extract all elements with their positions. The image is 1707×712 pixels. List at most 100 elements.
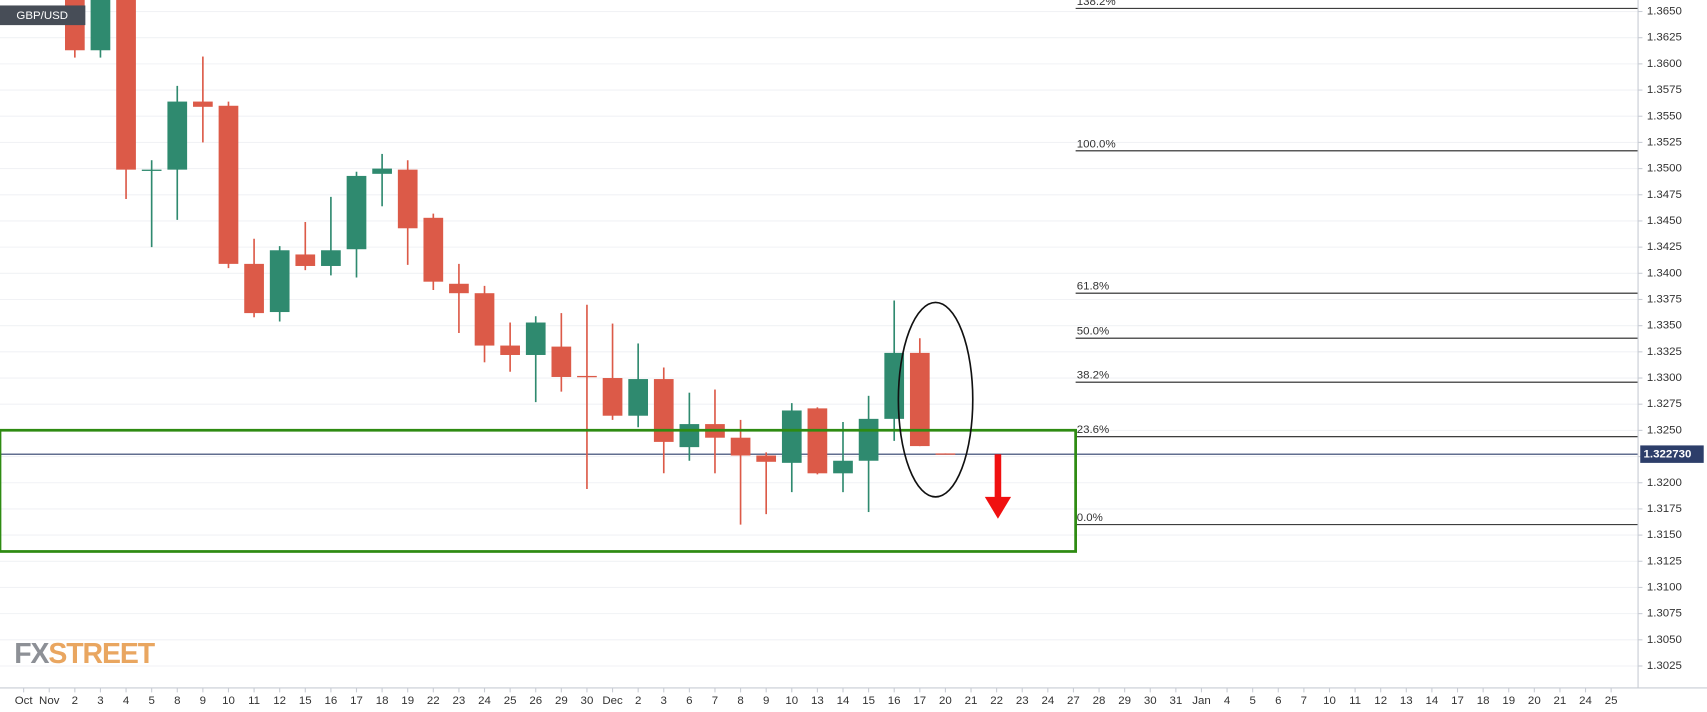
y-tick-label: 1.3450 [1647,215,1682,227]
support-zone [0,428,1077,553]
x-tick-label: 5 [1249,695,1255,707]
y-tick-label: 1.3625 [1647,32,1682,44]
candle-body [679,424,700,448]
y-tick-label: 1.3525 [1647,136,1682,148]
x-tick-label: 27 [1067,695,1080,707]
x-tick-label: 30 [1144,695,1157,707]
x-tick-label: Nov [39,695,60,707]
candle-body [833,460,853,474]
x-tick-label: Jan [1192,695,1211,707]
x-tick-label: 12 [273,695,286,707]
candle-body [372,168,392,174]
x-tick-label: 14 [1426,695,1439,707]
fib-label: 0.0% [1077,512,1103,524]
x-tick-label: 16 [888,695,901,707]
y-tick-label: 1.3600 [1647,58,1682,70]
candle-body [628,379,649,416]
y-tick-label: 1.3325 [1647,346,1682,358]
candle-body [218,105,239,264]
x-tick-label: 29 [1118,695,1131,707]
fib-label: 138.2% [1077,0,1116,8]
x-tick-label: 7 [712,695,718,707]
x-tick-label: 16 [325,695,338,707]
y-tick-label: 1.3125 [1647,555,1682,567]
x-tick-label: 10 [785,695,798,707]
x-tick-label: 2 [635,695,641,707]
x-tick-label: 26 [529,695,542,707]
y-tick-label: 1.3300 [1647,372,1682,384]
x-tick-label: Dec [602,695,623,707]
x-tick-label: 30 [581,695,594,707]
x-tick-label: 8 [737,695,743,707]
candle-body [935,453,956,455]
y-tick-label: 1.3375 [1647,294,1682,306]
candle-body [781,410,802,463]
x-tick-label: 12 [1374,695,1387,707]
x-tick-label: 7 [1301,695,1307,707]
x-tick-label: 4 [123,695,130,707]
x-tick-label: 20 [939,695,952,707]
x-tick-label: 15 [862,695,875,707]
y-tick-label: 1.3400 [1647,267,1682,279]
x-tick-label: 19 [401,695,414,707]
x-tick-label: 24 [478,695,491,707]
fib-label: 23.6% [1077,424,1110,436]
y-tick-label: 1.3050 [1647,634,1682,646]
x-tick-label: Oct [15,695,34,707]
x-tick-label: 3 [661,695,667,707]
x-tick-label: 17 [1451,695,1464,707]
last-price-label: 1.322730 [1644,449,1692,461]
candle-body [551,346,572,377]
x-tick-label: 25 [504,695,517,707]
candle-body [730,437,751,456]
last-price-box [1640,445,1704,463]
x-tick-label: 21 [965,695,978,707]
candle-body [858,418,879,461]
candle-body [909,352,930,447]
x-tick-label: 13 [811,695,824,707]
candle-body [756,455,777,462]
x-tick-label: 11 [1349,695,1361,707]
y-tick-label: 1.3500 [1647,163,1682,175]
x-tick-label: 29 [555,695,568,707]
y-tick-label: 1.3200 [1647,477,1682,489]
y-tick-label: 1.3250 [1647,424,1682,436]
candle-body [602,378,623,416]
x-tick-label: 24 [1579,695,1592,707]
candle-body [244,263,264,314]
y-tick-label: 1.3100 [1647,581,1682,593]
candle-body [474,293,495,346]
x-tick-label: 23 [1016,695,1029,707]
candle-body [346,175,367,250]
fib-label: 38.2% [1077,370,1110,382]
x-tick-label: 17 [913,695,926,707]
y-tick-label: 1.3275 [1647,398,1682,410]
x-tick-label: 25 [1605,695,1618,707]
candle-body [807,408,828,474]
candle-body [500,345,520,355]
x-tick-label: 4 [1224,695,1231,707]
fib-label: 50.0% [1077,326,1110,338]
candle-body [295,254,316,266]
x-tick-label: 20 [1528,695,1541,707]
x-tick-label: 15 [299,695,312,707]
watermark-fx: FX [14,638,49,670]
candle-body [141,169,162,171]
x-tick-label: 22 [990,695,1003,707]
x-tick-label: 31 [1169,695,1182,707]
y-tick-label: 1.3150 [1647,529,1682,541]
down-arrow [984,454,1012,519]
candle-body [167,101,188,170]
candle-body [90,0,111,51]
fib-label: 61.8% [1077,281,1110,293]
candle-body [269,250,290,313]
axes: 1.3025 1.3050 1.3075 1.3100 1.3125 1.3150 1.31… [15,6,1704,707]
x-tick-label: 13 [1400,695,1413,707]
y-tick-label: 1.3550 [1647,110,1682,122]
x-tick-label: 6 [1275,695,1281,707]
x-tick-label: 10 [1323,695,1336,707]
candle-body [577,375,597,378]
symbol-box [0,5,86,26]
